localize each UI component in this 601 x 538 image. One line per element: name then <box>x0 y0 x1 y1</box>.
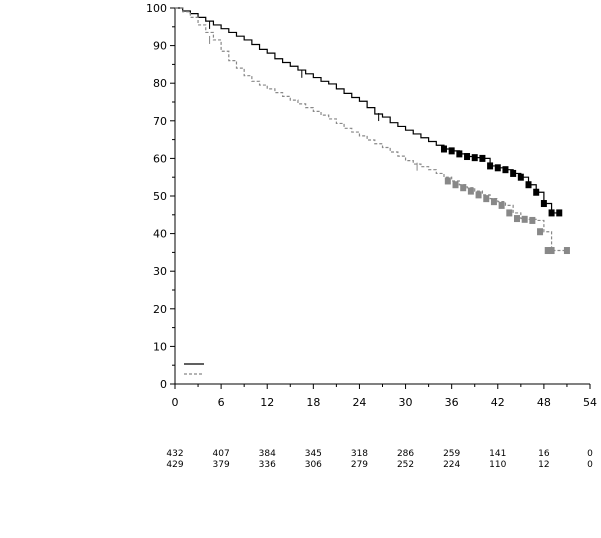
risk-count: 306 <box>305 460 322 470</box>
risk-count: 252 <box>397 460 414 470</box>
axes: 0 10 20 30 40 50 60 70 80 90 100 0 6 12 18 24 30 36 42 48 54 <box>146 2 597 409</box>
censor-mark <box>513 215 520 223</box>
censor-mark <box>479 154 486 162</box>
survival-curve-2 <box>175 7 567 252</box>
risk-count: 336 <box>259 460 276 470</box>
censor-mark <box>456 150 463 158</box>
x-tick-label: 30 <box>399 396 413 409</box>
risk-count: 0 <box>587 460 593 470</box>
y-tick-label: 10 <box>153 340 167 353</box>
risk-count: 0 <box>587 449 593 459</box>
censor-mark <box>517 173 524 181</box>
y-tick-label: 20 <box>153 303 167 316</box>
x-tick-label: 12 <box>260 396 274 409</box>
legend <box>184 363 204 375</box>
survival-curve-1 <box>175 7 560 214</box>
censor-mark <box>471 154 478 162</box>
censor-mark <box>444 177 451 185</box>
censor-mark <box>487 162 494 170</box>
censor-mark <box>548 247 555 255</box>
censor-mark <box>467 187 474 195</box>
x-tick-label: 18 <box>306 396 320 409</box>
risk-count: 259 <box>443 449 460 459</box>
censor-mark <box>529 216 536 224</box>
censor-mark <box>540 200 547 208</box>
risk-count: 345 <box>305 449 322 459</box>
y-tick-label: 60 <box>153 152 167 165</box>
risk-count: 318 <box>351 449 368 459</box>
censor-mark <box>498 201 505 209</box>
censor-mark <box>506 209 513 217</box>
x-tick-label: 48 <box>537 396 551 409</box>
number-at-risk-table: 432 407 384 345 318 286 259 141 16 0 429 379 336 306 2… <box>166 449 593 470</box>
censor-mark <box>548 209 555 217</box>
censor-mark <box>440 145 447 153</box>
x-tick-label: 42 <box>491 396 505 409</box>
censor-mark <box>494 164 501 172</box>
risk-count: 407 <box>213 449 230 459</box>
y-tick-label: 30 <box>153 265 167 278</box>
risk-count: 429 <box>166 460 183 470</box>
risk-count: 16 <box>538 449 550 459</box>
censor-mark <box>556 209 563 217</box>
survival-curves <box>175 7 570 255</box>
censor-mark <box>544 247 551 255</box>
risk-count: 279 <box>351 460 368 470</box>
censor-mark <box>490 198 497 206</box>
censor-mark <box>537 228 544 236</box>
risk-count: 110 <box>489 460 506 470</box>
risk-count: 224 <box>443 460 460 470</box>
x-tick-label: 36 <box>445 396 459 409</box>
risk-count: 141 <box>489 449 506 459</box>
y-tick-label: 40 <box>153 228 167 241</box>
censor-mark <box>521 215 528 223</box>
censor-mark <box>452 181 459 189</box>
x-tick-label: 54 <box>583 396 597 409</box>
y-tick-label: 100 <box>146 2 167 15</box>
y-tick-label: 80 <box>153 77 167 90</box>
risk-count: 286 <box>397 449 414 459</box>
x-tick-label: 6 <box>218 396 225 409</box>
risk-count: 12 <box>538 460 549 470</box>
censor-mark <box>533 188 540 196</box>
censor-mark <box>525 181 532 189</box>
risk-count: 379 <box>213 460 230 470</box>
y-tick-label: 90 <box>153 40 167 53</box>
censor-mark <box>448 147 455 155</box>
censor-mark <box>563 247 570 255</box>
censor-mark <box>460 184 467 192</box>
y-tick-label: 70 <box>153 115 167 128</box>
y-tick-label: 50 <box>153 190 167 203</box>
risk-count: 384 <box>259 449 276 459</box>
censor-mark <box>475 191 482 199</box>
censor-mark <box>464 153 471 161</box>
x-tick-label: 24 <box>352 396 366 409</box>
risk-count: 432 <box>166 449 183 459</box>
censor-mark <box>502 166 509 174</box>
censor-mark <box>483 195 490 203</box>
censor-mark <box>510 169 517 177</box>
x-tick-label: 0 <box>172 396 179 409</box>
y-tick-label: 0 <box>160 378 167 391</box>
